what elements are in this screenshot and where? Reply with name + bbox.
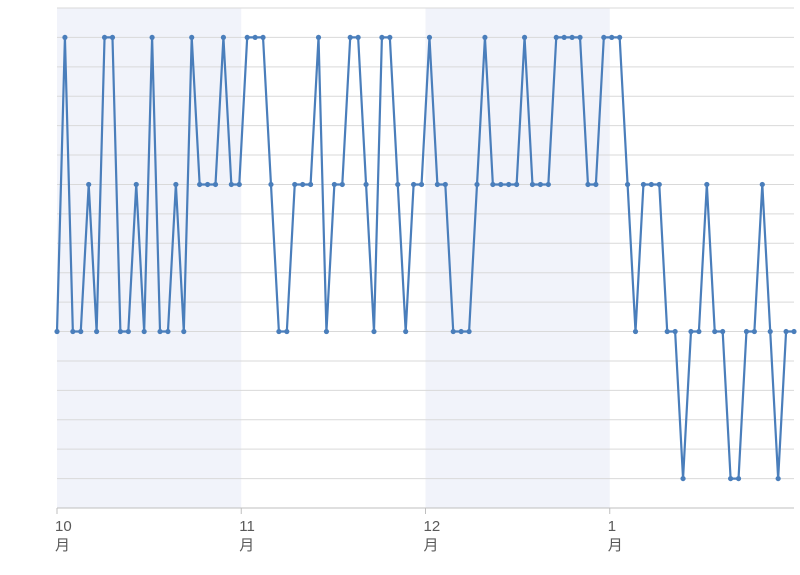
x-tick-label: 1月 [608, 518, 623, 556]
x-tick-label: 10月 [55, 518, 72, 556]
line-chart: 7,8007,9008,0008,1008,2008,3008,4008,500… [0, 0, 800, 575]
x-tick-label: 12月 [424, 518, 441, 556]
chart-svg [0, 0, 800, 575]
x-tick-label: 11月 [239, 518, 255, 556]
